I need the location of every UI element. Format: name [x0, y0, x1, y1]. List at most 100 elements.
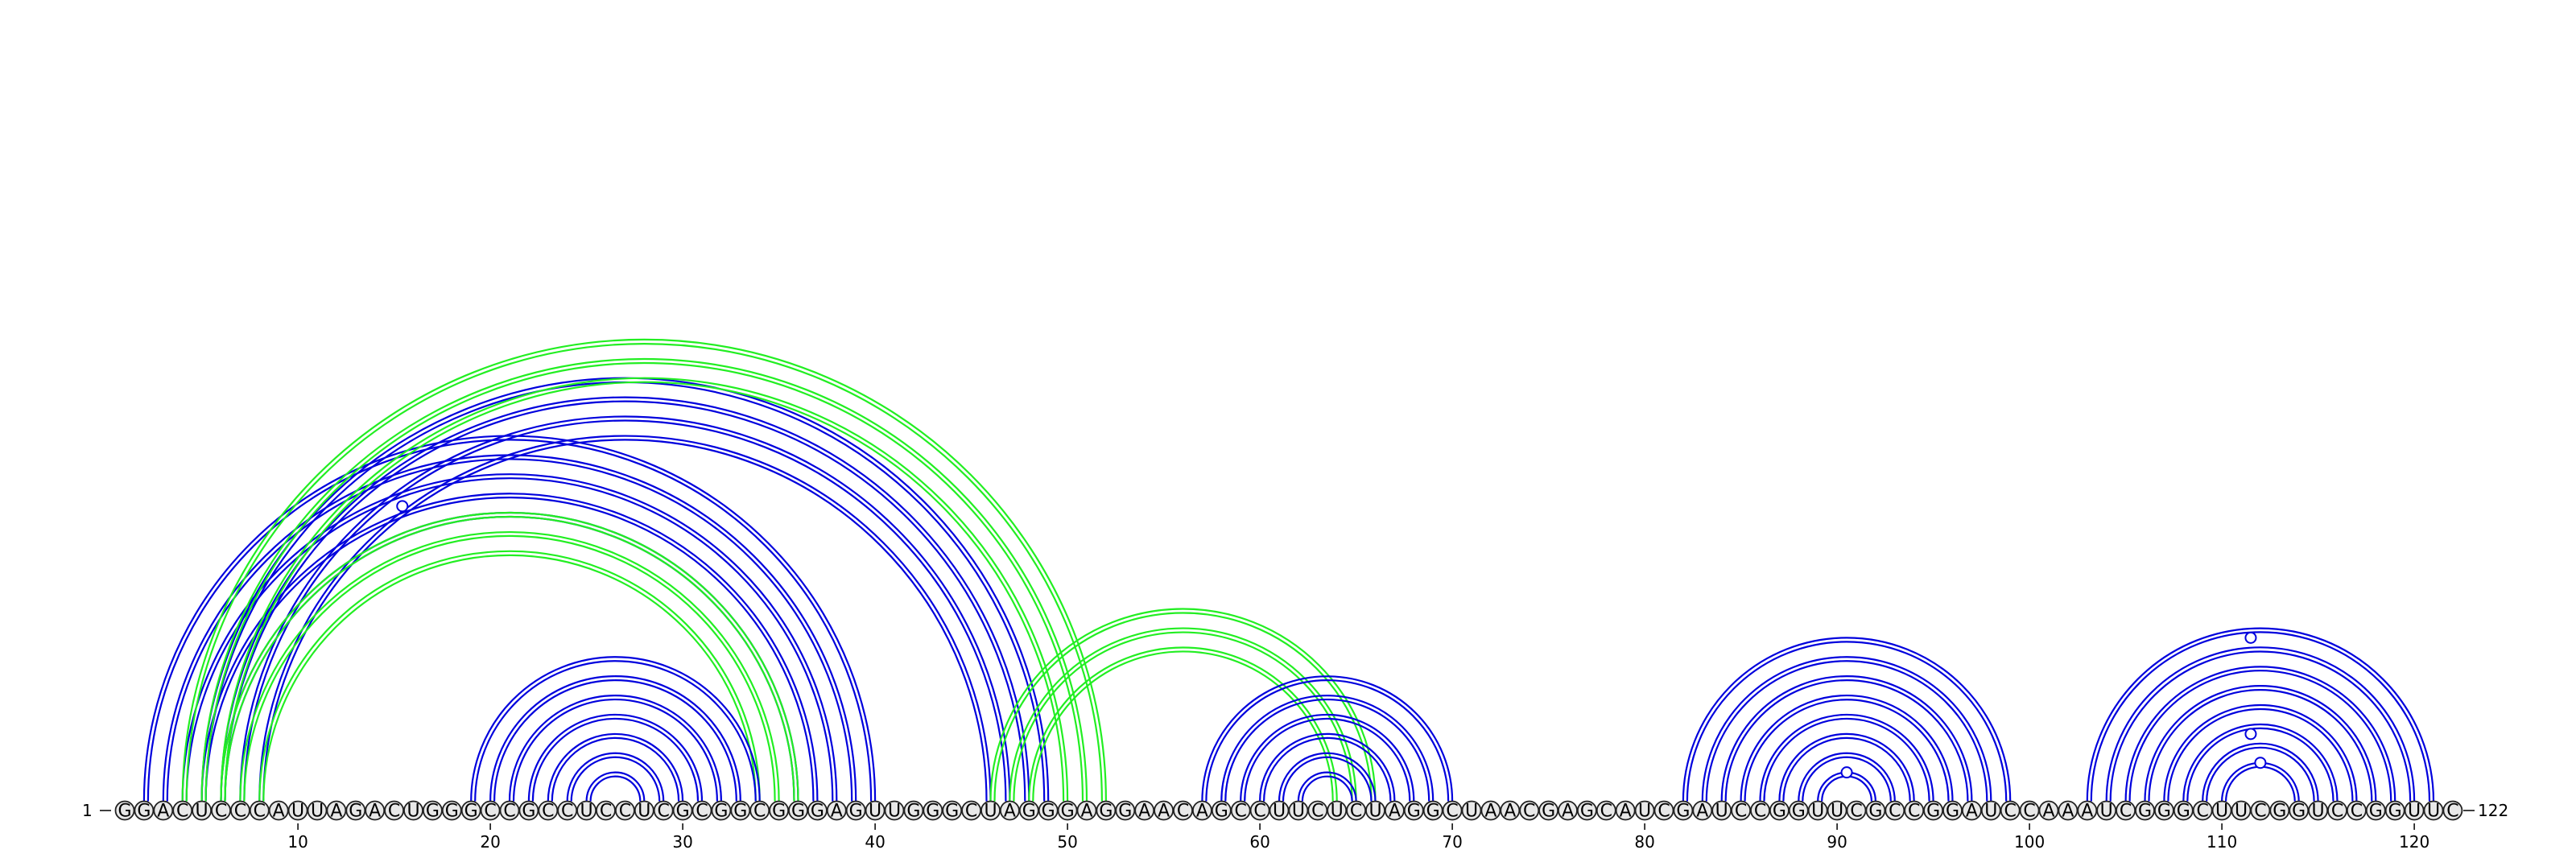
nucleotide-letter: U: [1368, 802, 1381, 822]
nucleotide-circle: [1422, 800, 1443, 821]
nucleotide: C: [1249, 800, 1270, 822]
arc-6-50: [224, 381, 1065, 802]
nucleotide-circle: [903, 800, 924, 821]
arc-25-28: [589, 775, 642, 802]
nucleotide-letter: G: [849, 802, 863, 822]
nucleotide-letter: A: [1696, 802, 1708, 822]
nucleotide-letter: C: [658, 802, 670, 822]
arc-88-93: [1802, 756, 1892, 802]
nucleotide-circle: [249, 800, 270, 821]
nucleotide-circle: [1711, 800, 1732, 821]
nucleotide-circle: [980, 800, 1001, 821]
nucleotide: C: [1596, 800, 1616, 822]
nucleotide-letter: C: [1311, 802, 1323, 822]
nucleotide: C: [2000, 800, 2021, 822]
arc-109-115: [2206, 746, 2315, 802]
arc-86-95: [1763, 717, 1930, 802]
nucleotide-circle: [1442, 800, 1463, 821]
arc-84-97: [1724, 679, 1969, 802]
nucleotide: G: [518, 800, 539, 822]
nucleotide: A: [1192, 800, 1212, 822]
nucleotide-circle: [845, 800, 866, 821]
nucleotide-letter: A: [2081, 802, 2093, 822]
arc-87-94: [1782, 736, 1911, 802]
start-label: 1: [82, 801, 93, 820]
nucleotide-letter: C: [619, 802, 631, 822]
arc-6-50: [220, 377, 1069, 802]
nucleotide: G: [1577, 800, 1597, 822]
nucleotide-circle: [1192, 800, 1212, 821]
nucleotide-circle: [1865, 800, 1886, 821]
nucleotide-letter: G: [522, 802, 535, 822]
nucleotide-letter: C: [1735, 802, 1747, 822]
nucleotide-letter: G: [1792, 802, 1806, 822]
nucleotide: C: [749, 800, 770, 822]
nucleotide-letter: C: [176, 802, 188, 822]
nucleotide-letter: C: [1350, 802, 1362, 822]
nucleotide-letter: G: [772, 802, 786, 822]
nucleotide-circle: [1538, 800, 1558, 821]
nucleotide: U: [307, 800, 328, 822]
nucleotide: U: [1269, 800, 1290, 822]
nucleotide-letter: U: [1811, 802, 1824, 822]
arc-47-65: [1013, 631, 1353, 802]
nucleotide-letter: U: [196, 802, 208, 822]
arc-62-65: [1301, 775, 1353, 802]
nucleotide-letter: G: [1426, 802, 1440, 822]
arc-4-52: [181, 338, 1107, 802]
tick-label: 120: [2399, 832, 2429, 852]
nucleotide: A: [1134, 800, 1155, 822]
nucleotide-letter: A: [1080, 802, 1092, 822]
nucleotide: G: [1057, 800, 1078, 822]
nucleotide: U: [980, 800, 1001, 822]
nucleotide-circle: [884, 800, 905, 821]
nucleotide-letter: U: [1292, 802, 1305, 822]
nucleotide-letter: U: [2312, 802, 2325, 822]
nucleotide: G: [1115, 800, 1136, 822]
nucleotide-circle: [576, 800, 597, 821]
nucleotide: A: [1500, 800, 1521, 822]
end-label: 122: [2478, 801, 2508, 820]
arc-59-68: [1244, 717, 1411, 802]
arc-23-30: [551, 736, 680, 802]
nucleotide-circle: [1269, 800, 1290, 821]
nucleotide: C: [538, 800, 559, 822]
nucleotide: G: [2365, 800, 2386, 822]
arc-6-36: [220, 511, 799, 802]
nucleotide: C: [653, 800, 674, 822]
arc-89-92: [1821, 775, 1872, 802]
nucleotide-letter: C: [1754, 802, 1766, 822]
nucleotide: C: [961, 800, 981, 822]
arc-2-40: [147, 439, 873, 802]
nucleotide-letter: G: [1580, 802, 1594, 822]
nucleotide: A: [365, 800, 386, 822]
nucleotide: C: [596, 800, 616, 822]
arc-104-120: [2109, 650, 2412, 802]
nucleotide-letter: U: [1831, 802, 1843, 822]
nucleotide: G: [114, 800, 135, 822]
arc-104-120: [2105, 646, 2416, 802]
nucleotide-circle: [1154, 800, 1174, 821]
nucleotide-letter: C: [696, 802, 708, 822]
nucleotide: C: [557, 800, 578, 822]
arc-82-99: [1686, 641, 2008, 802]
nucleotide: G: [1923, 800, 1944, 822]
arc-106-118: [2148, 689, 2373, 802]
nucleotide-letter: G: [349, 802, 362, 822]
nucleotide-circle: [672, 800, 693, 821]
nucleotide-letter: U: [1638, 802, 1651, 822]
nucleotide-letter: G: [1061, 802, 1075, 822]
arc-48-64: [1032, 650, 1334, 802]
nucleotide: U: [884, 800, 905, 822]
nucleotide: A: [1000, 800, 1020, 822]
arc-19-34: [474, 660, 757, 802]
nucleotide: U: [2211, 800, 2232, 822]
nucleotide: U: [1461, 800, 1482, 822]
nucleotide-letter: G: [445, 802, 459, 822]
nucleotide: G: [942, 800, 963, 822]
nucleotide: C: [2346, 800, 2367, 822]
nucleotide-letter: U: [1465, 802, 1478, 822]
nucleotide-circle: [1076, 800, 1097, 821]
arc-8-46: [262, 439, 988, 802]
arc-4-38: [185, 477, 834, 802]
